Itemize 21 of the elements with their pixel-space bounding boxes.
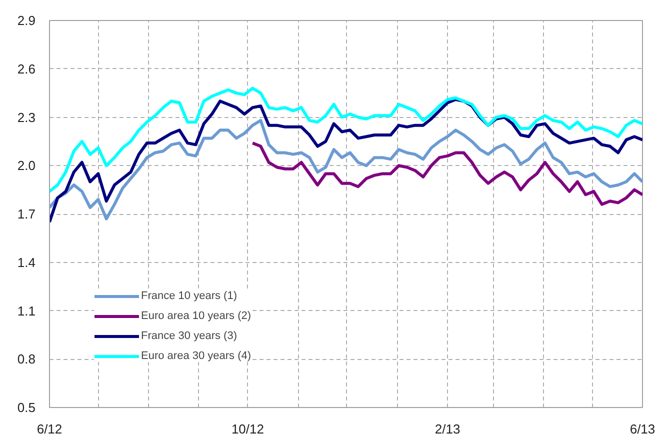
y-tick-label: 0.5 [17,400,36,415]
y-tick-label: 2.3 [17,110,36,125]
y-tick-label: 2.0 [17,158,36,174]
x-tick-label: 10/12 [231,422,264,436]
line-series [251,142,642,206]
legend-label: France 10 years (1) [141,290,237,302]
legend-label: Euro area 30 years (4) [141,350,252,362]
x-tick-label: 2/13 [434,422,460,436]
legend-label: France 30 years (3) [141,330,237,342]
x-tick-label: 6/12 [36,422,62,436]
y-tick-label: 1.4 [17,254,36,270]
y-tick-label: 2.9 [17,13,36,28]
x-tick-label: 6/13 [630,422,656,436]
y-tick-label: 0.8 [17,352,36,367]
y-tick-label: 1.7 [17,206,36,222]
y-tick-label: 2.6 [17,61,36,76]
line-series [50,86,642,193]
legend-label: Euro area 10 years (2) [141,310,252,322]
line-series [50,98,642,224]
y-tick-label: 1.1 [17,303,36,318]
line-series [50,118,642,220]
